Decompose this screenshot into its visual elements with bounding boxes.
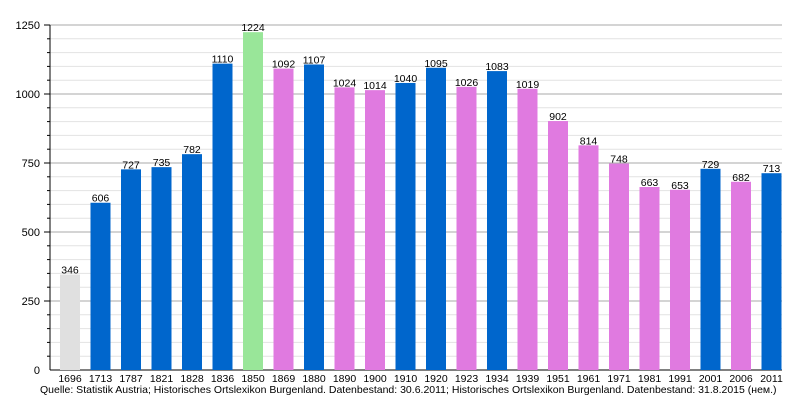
bar-1920	[426, 67, 446, 370]
bar-1981	[639, 187, 660, 370]
bar-1869	[273, 68, 294, 370]
x-tick-label: 1696	[58, 373, 82, 385]
bar-1850	[243, 32, 263, 371]
x-tick-label: 1934	[485, 373, 509, 385]
bar-1890	[334, 87, 355, 370]
x-tick-label: 1821	[150, 373, 174, 385]
data-label: 1095	[424, 58, 448, 70]
x-tick-label: 1713	[89, 373, 113, 385]
bar-1923	[456, 86, 477, 370]
bar-1961	[578, 145, 599, 370]
x-tick-label: 2006	[729, 373, 753, 385]
data-label: 1083	[485, 61, 509, 73]
data-label: 735	[153, 157, 171, 169]
data-label: 606	[92, 193, 110, 205]
x-tick-label: 1920	[424, 373, 448, 385]
bar-1821	[151, 167, 172, 370]
x-tick-label: 1828	[180, 373, 204, 385]
x-tick-label: 2001	[699, 373, 723, 385]
x-tick-label: 1836	[211, 373, 235, 385]
x-tick-label: 1869	[272, 373, 296, 385]
data-label: 1024	[333, 77, 357, 89]
data-label: 1224	[241, 22, 265, 34]
y-axis: 0 250 500 750 1000 1250	[16, 20, 782, 377]
bar-1939	[517, 88, 538, 371]
y-tick-label: 1000	[16, 89, 40, 101]
x-tick-label: 2011	[760, 373, 783, 385]
data-label: 713	[763, 163, 781, 175]
gridlines	[50, 24, 782, 357]
bar-1880	[304, 64, 324, 370]
bar-2001	[700, 168, 721, 370]
bar-1828	[182, 154, 202, 370]
data-label: 1026	[455, 77, 479, 89]
data-label: 1107	[303, 54, 326, 66]
bar-1971	[609, 163, 629, 370]
x-tick-label: 1951	[546, 373, 570, 385]
data-label: 902	[549, 111, 567, 123]
x-tick-label: 1961	[577, 373, 601, 385]
y-tick-label: 500	[22, 227, 40, 239]
data-label: 727	[122, 159, 140, 171]
y-tick-label: 250	[22, 296, 40, 308]
data-label: 1014	[363, 80, 387, 92]
bar-1696	[60, 274, 80, 370]
bar-1991	[670, 189, 690, 370]
x-tick-label: 1991	[668, 373, 692, 385]
data-label: 653	[671, 180, 689, 192]
x-tick-label: 1910	[394, 373, 418, 385]
data-label: 729	[702, 159, 720, 171]
x-axis-labels: 1696 1713 1787 1821 1828 1836 1850 1869 1880 1890…	[58, 373, 783, 385]
x-tick-label: 1890	[333, 373, 357, 385]
bar-1951	[548, 121, 568, 370]
x-tick-label: 1939	[516, 373, 540, 385]
data-label: 1019	[516, 79, 540, 91]
data-label: 1092	[272, 59, 296, 71]
data-label: 1040	[394, 73, 418, 85]
x-tick-label: 1923	[455, 373, 479, 385]
bar-2006	[731, 181, 751, 370]
data-label: 663	[641, 177, 659, 189]
bar-1787	[121, 169, 141, 370]
data-label: 814	[580, 135, 598, 147]
bar-1910	[395, 82, 416, 371]
bar-1713	[90, 202, 111, 370]
x-tick-label: 1971	[607, 373, 631, 385]
y-tick-label: 750	[22, 158, 40, 170]
x-tick-label: 1981	[638, 373, 662, 385]
bars: 346 606 727 735 782 1110 1224 1092 1107 1024 1014 1…	[60, 22, 782, 371]
data-label: 346	[61, 265, 79, 277]
x-tick-label: 1880	[302, 373, 326, 385]
y-tick-label: 0	[34, 365, 40, 377]
bar-1900	[365, 90, 385, 371]
bar-1934	[487, 71, 507, 370]
data-label: 1110	[212, 54, 234, 66]
y-tick-label: 1250	[16, 20, 40, 32]
bar-1836	[212, 63, 233, 370]
data-label: 782	[183, 144, 201, 156]
data-label: 682	[732, 172, 750, 184]
x-tick-label: 1850	[241, 373, 265, 385]
bar-2011	[761, 173, 782, 370]
x-tick-label: 1787	[119, 373, 143, 385]
data-label: 748	[610, 154, 628, 166]
x-tick-label: 1900	[363, 373, 387, 385]
source-note: Quelle: Statistik Austria; Historisches …	[40, 384, 777, 396]
